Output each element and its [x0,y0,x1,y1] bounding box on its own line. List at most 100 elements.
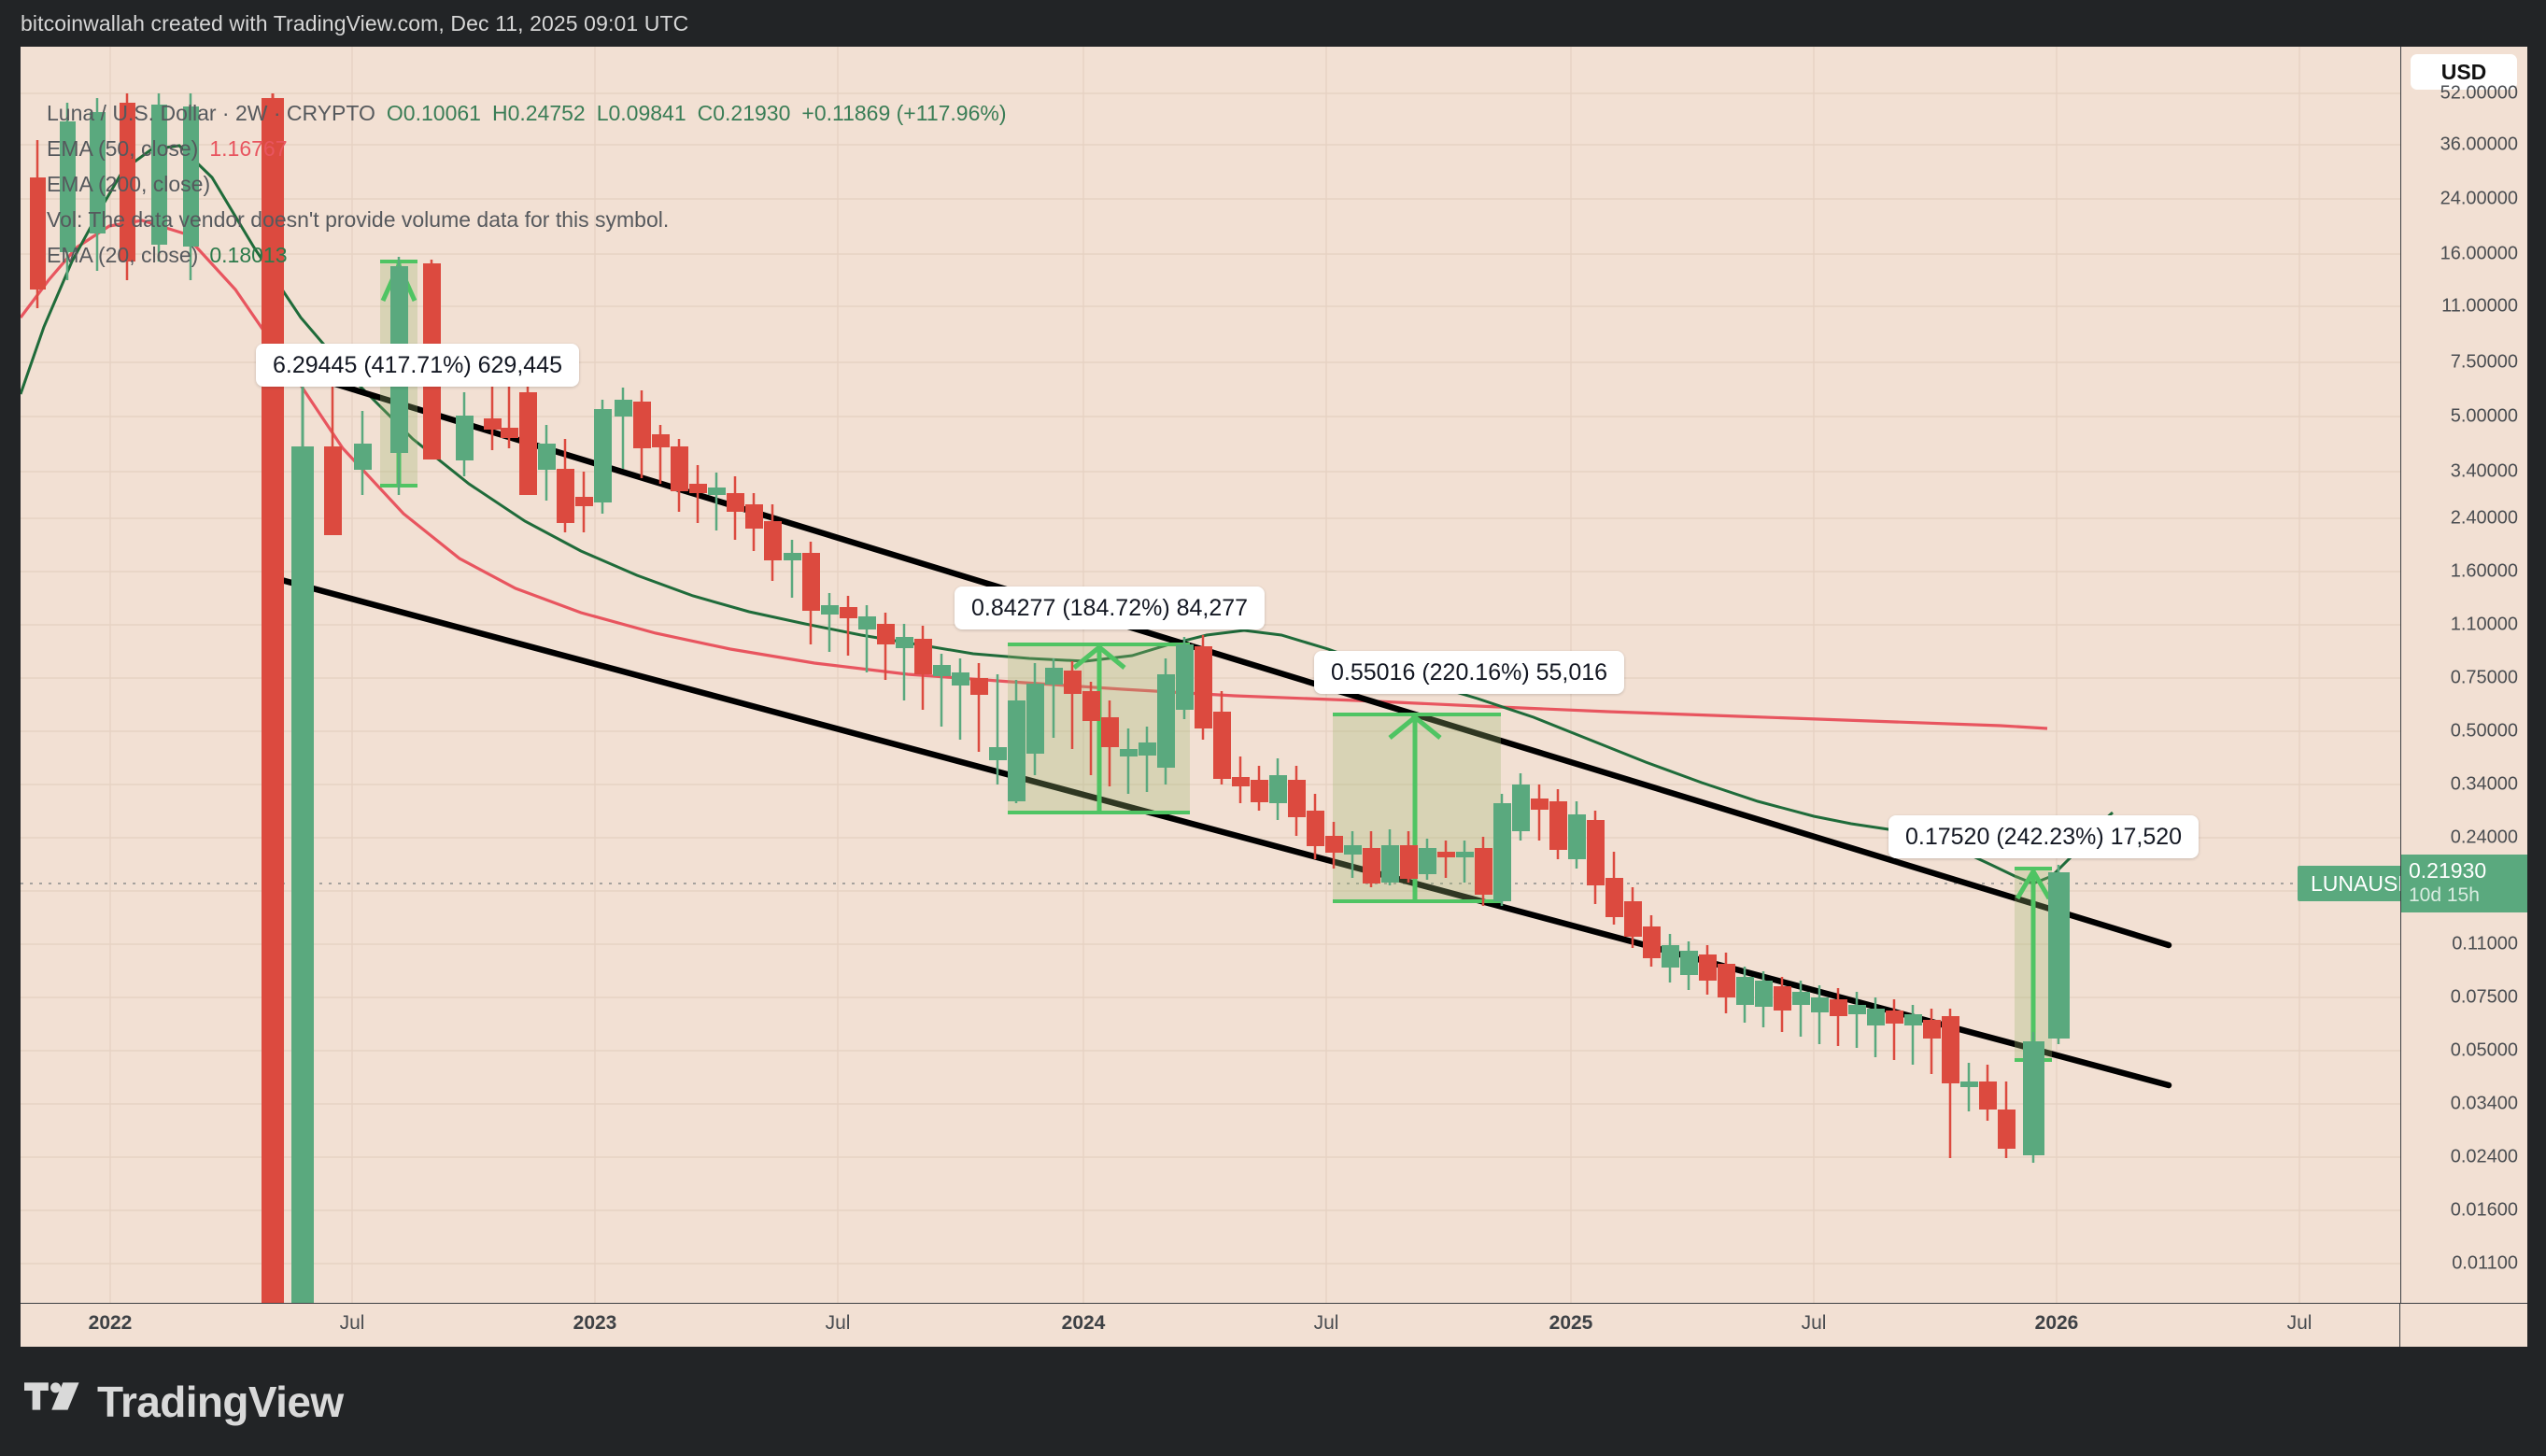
candle [877,613,895,680]
candle [1718,953,1735,1013]
candle [1605,852,1623,925]
plot-area[interactable]: Luna / U.S. Dollar · 2W · CRYPTO O0.10061… [21,47,2400,1303]
candle [519,378,537,495]
candle [1848,992,1866,1048]
time-scale-divider [2398,1304,2400,1347]
channel-lower-line [267,573,2172,1089]
measure-label-3[interactable]: 0.55016 (220.16%) 55,016 [1314,651,1625,694]
candle [1008,680,1025,803]
candle [1195,635,1212,740]
candle [575,472,593,532]
candle [594,400,612,514]
candle [60,103,76,280]
currency-badge[interactable]: USD [2411,54,2517,90]
candle [120,93,135,280]
candle [151,93,167,262]
time-tick: 2022 [88,1312,133,1334]
candle [1624,887,1642,948]
candle-collapse-down [262,93,284,1303]
tradingview-logo-icon [24,1381,79,1410]
candle [1437,841,1455,878]
candle [1288,766,1306,836]
symbol-price-tag[interactable]: LUNAUSD [2298,866,2400,901]
candle [1400,831,1418,883]
current-price-marker[interactable]: 0.21930 10d 15h [2401,855,2527,912]
candle [1082,682,1100,775]
price-tick: 0.24000 [2450,827,2518,848]
candle [952,658,969,740]
candle [689,465,707,523]
candle [1344,831,1362,878]
candle [1139,727,1156,792]
candle [970,663,988,752]
chart-frame[interactable]: Luna / U.S. Dollar · 2W · CRYPTO O0.10061… [21,47,2527,1347]
candle [745,493,763,551]
candle [708,473,726,530]
candle [1830,988,1847,1046]
candle [784,540,801,598]
candle [1587,811,1605,904]
attribution-bar: bitcoinwallah created with TradingView.c… [0,0,2546,47]
candle [1792,981,1810,1037]
candle [727,476,744,540]
candle [896,624,913,700]
candle [1064,661,1082,749]
price-tick: 0.07500 [2450,986,2518,1008]
price-tick: 24.00000 [2440,188,2518,209]
candle [1643,915,1661,967]
candle [615,388,632,469]
candle [1101,700,1119,786]
time-tick: Jul [1313,1312,1339,1334]
candle [933,654,951,727]
price-scale[interactable]: USD 52.00000 36.00000 24.00000 16.00000 … [2400,47,2527,1327]
candle [652,425,670,484]
price-tick: 36.00000 [2440,134,2518,155]
candle [1363,831,1380,887]
candle [1979,1065,1997,1121]
tradingview-logo[interactable]: TradingView [24,1377,344,1427]
measure-label-2[interactable]: 0.84277 (184.72%) 84,277 [955,587,1266,629]
price-tick: 11.00000 [2441,295,2518,317]
price-tick: 0.01600 [2450,1199,2518,1221]
candle [90,98,106,271]
candle [538,425,556,501]
candle [671,439,688,512]
candle [1269,758,1287,820]
brand-bar: TradingView [0,1347,2546,1456]
trend-channel-lines [267,360,2172,1089]
candle [1456,841,1474,883]
measure-label-4[interactable]: 0.17520 (242.23%) 17,520 [1888,815,2199,858]
candle [354,411,372,495]
candle [1381,829,1399,885]
candle [1026,663,1044,775]
candle [30,140,46,308]
measure-label-1[interactable]: 6.29445 (417.71%) 629,445 [256,344,579,387]
price-tick: 0.03400 [2450,1093,2518,1114]
candle [840,596,857,656]
time-tick: 2024 [1061,1312,1106,1334]
candle [1307,794,1324,859]
price-tick: 0.34000 [2450,773,2518,795]
measurement-box-4 [2015,867,2052,1062]
candle [1045,658,1063,738]
price-tick: 3.40000 [2450,460,2518,482]
candle [1680,941,1698,990]
bar-countdown: 10d 15h [2409,884,2480,906]
candle [858,605,876,672]
time-tick: 2023 [573,1312,617,1334]
candle [1232,756,1250,803]
price-tick: 52.00000 [2440,82,2518,104]
candle [1157,658,1175,785]
candle [2023,1032,2044,1163]
candle [764,504,782,581]
candle [1419,839,1436,880]
candle [1942,1009,1959,1158]
price-tick: 5.00000 [2450,405,2518,427]
candle [1493,794,1511,906]
time-scale[interactable]: 2022 Jul 2023 Jul 2024 Jul 2025 Jul 2026… [21,1303,2527,1347]
time-tick: Jul [339,1312,365,1334]
candle-collapse-up [291,355,314,1303]
price-tick: 0.50000 [2450,720,2518,742]
time-tick: 2026 [2034,1312,2079,1334]
candle-last [2048,865,2070,1044]
